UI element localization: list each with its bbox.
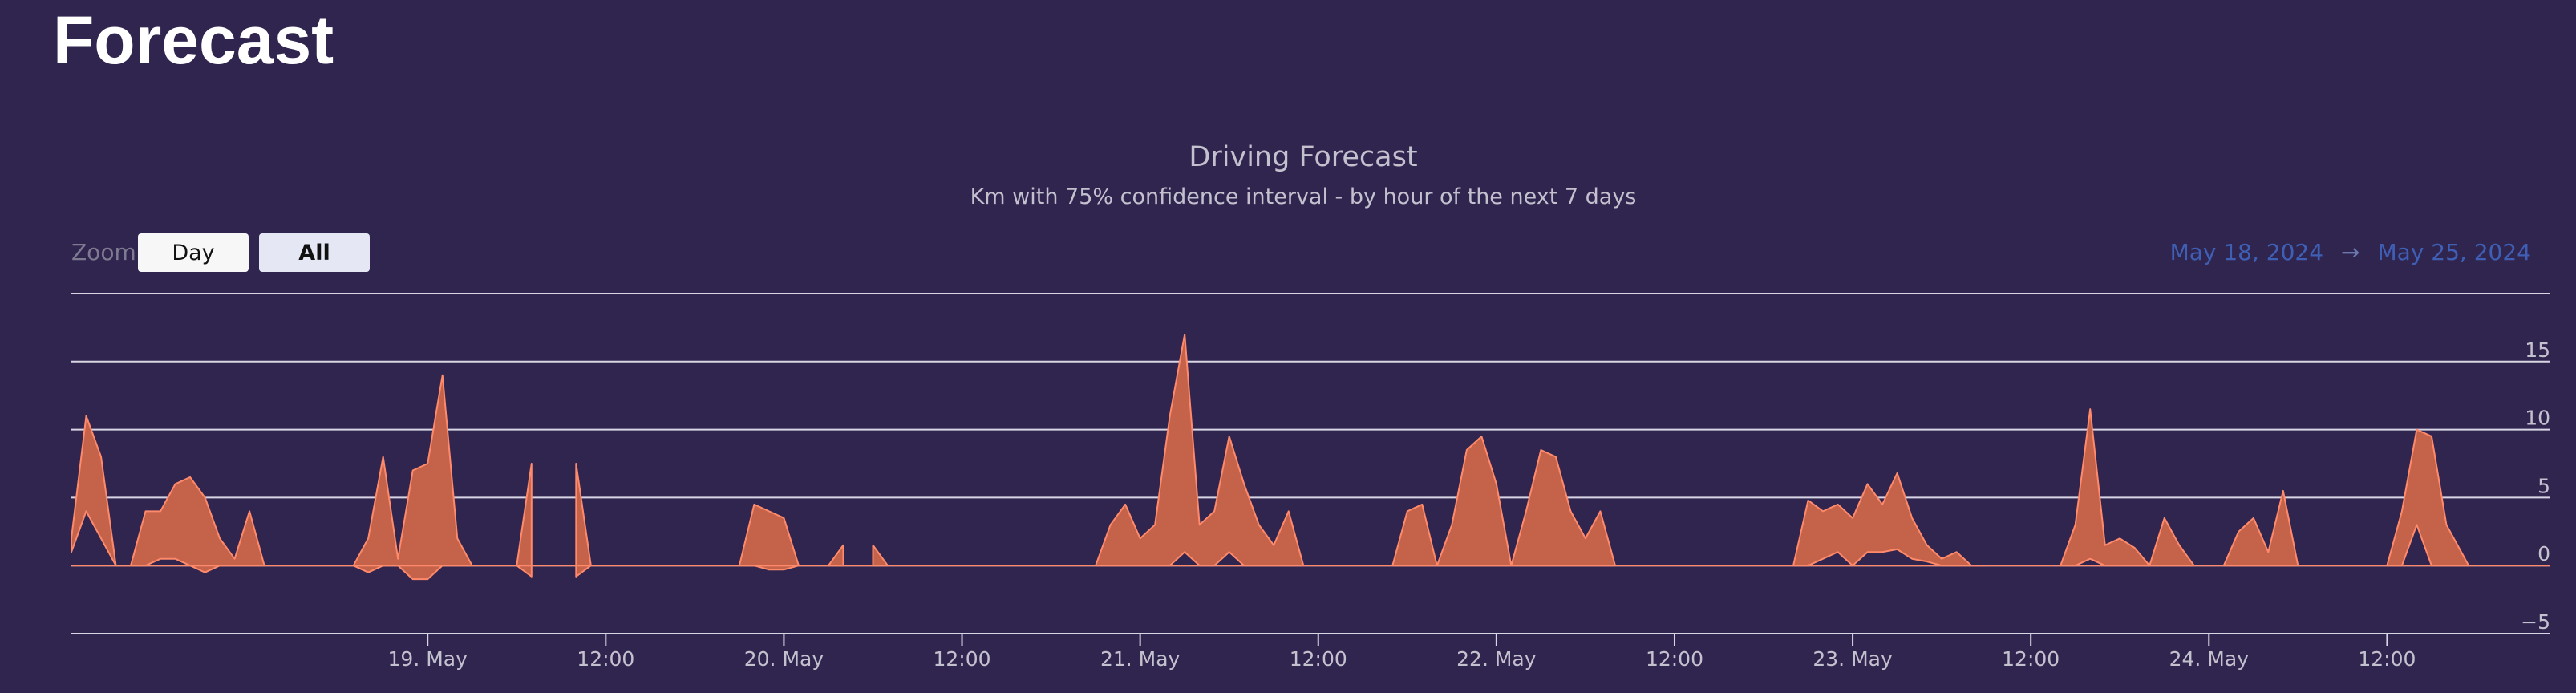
x-tick-label: 12:00 bbox=[1290, 647, 1347, 671]
zoom-day-button[interactable]: Day bbox=[138, 233, 249, 272]
chart-subtitle: Km with 75% confidence interval - by hou… bbox=[970, 184, 1637, 209]
y-tick-label: 10 bbox=[2525, 407, 2550, 430]
y-tick-label: 0 bbox=[2538, 542, 2550, 565]
y-tick-label: −5 bbox=[2521, 610, 2550, 634]
x-tick-label: 21. May bbox=[1100, 647, 1181, 671]
x-tick-label: 12:00 bbox=[1646, 647, 1703, 671]
zoom-all-button[interactable]: All bbox=[259, 233, 370, 272]
x-tick-label: 22. May bbox=[1456, 647, 1537, 671]
x-tick-label: 19. May bbox=[388, 647, 468, 671]
x-tick-label: 23. May bbox=[1813, 647, 1893, 671]
x-tick-label: 12:00 bbox=[577, 647, 634, 671]
y-tick-label: 5 bbox=[2538, 474, 2550, 497]
zoom-label: Zoom bbox=[71, 239, 136, 265]
y-tick-label: 15 bbox=[2525, 338, 2550, 362]
confidence-band[interactable] bbox=[738, 503, 800, 571]
x-tick-label: 20. May bbox=[744, 647, 824, 671]
confidence-band[interactable] bbox=[872, 544, 889, 567]
confidence-band[interactable] bbox=[827, 544, 844, 567]
range-arrow-icon: → bbox=[2341, 239, 2360, 265]
confidence-band[interactable] bbox=[1391, 436, 1616, 567]
x-tick-label: 24. May bbox=[2169, 647, 2250, 671]
range-to-input[interactable]: May 25, 2024 bbox=[2377, 239, 2531, 265]
date-range-selector: May 18, 2024 → May 25, 2024 bbox=[2170, 239, 2531, 265]
x-tick-label: 12:00 bbox=[2002, 647, 2060, 671]
confidence-band[interactable] bbox=[1095, 333, 1305, 567]
x-tick-label: 12:00 bbox=[934, 647, 991, 671]
confidence-band[interactable] bbox=[1792, 472, 1987, 567]
confidence-band[interactable] bbox=[2222, 489, 2299, 567]
confidence-band[interactable] bbox=[71, 415, 265, 573]
confidence-band[interactable] bbox=[516, 463, 533, 578]
confidence-band[interactable] bbox=[352, 374, 473, 581]
confidence-band[interactable] bbox=[2060, 408, 2195, 567]
page-title: Forecast bbox=[53, 2, 334, 78]
chart-title: Driving Forecast bbox=[1189, 141, 1418, 173]
range-from-input[interactable]: May 18, 2024 bbox=[2169, 239, 2324, 265]
confidence-band[interactable] bbox=[575, 463, 592, 578]
x-tick-label: 12:00 bbox=[2358, 647, 2416, 671]
